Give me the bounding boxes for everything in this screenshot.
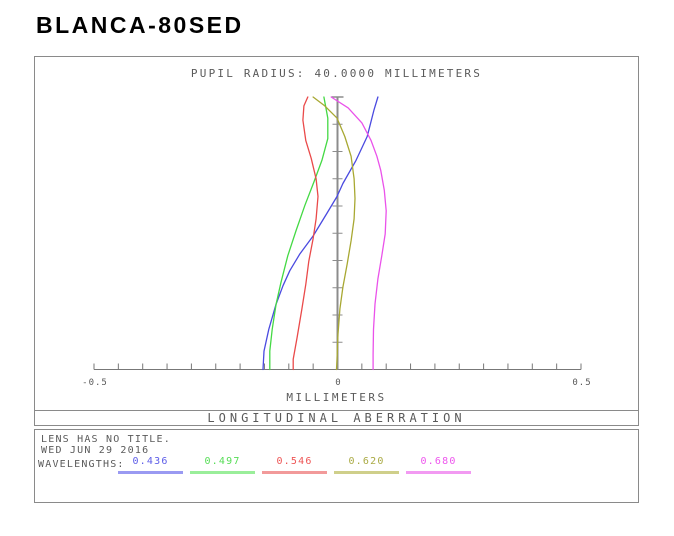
curve-0.497 — [269, 96, 329, 371]
legend-wavelength-value: 0.620 — [348, 456, 385, 467]
legend-wavelength-value: 0.546 — [276, 456, 313, 467]
legend-wavelength-value: 0.436 — [132, 456, 169, 467]
aberration-plot-frame: PUPIL RADIUS: 40.0000 MILLIMETERS -0.5 0 0… — [34, 56, 639, 411]
legend-color-bar — [334, 471, 399, 474]
x-tick-label: 0.5 — [572, 378, 592, 388]
legend-item: 0.680 — [406, 456, 471, 474]
curve-0.546 — [292, 96, 319, 371]
legend-item: 0.546 — [262, 456, 327, 474]
caption-text: LONGITUDINAL ABERRATION — [207, 411, 466, 425]
info-panel: LENS HAS NO TITLE. WED JUN 29 2016 WAVEL… — [34, 429, 639, 503]
x-tick-label: -0.5 — [82, 378, 108, 388]
curve-0.680 — [330, 96, 387, 371]
curve-0.436 — [262, 96, 379, 371]
wavelengths-label: WAVELENGTHS: — [38, 459, 125, 470]
x-tick-label: 0 — [335, 378, 342, 388]
legend-item: 0.620 — [334, 456, 399, 474]
page-title: BLANCA-80SED — [36, 12, 244, 38]
legend-color-bar — [262, 471, 327, 474]
legend-color-bar — [190, 471, 255, 474]
legend-item: 0.436 — [118, 456, 183, 474]
legend-wavelength-value: 0.680 — [420, 456, 457, 467]
date-line: WED JUN 29 2016 — [41, 445, 150, 456]
legend-color-bar — [118, 471, 183, 474]
curve-0.620 — [312, 96, 356, 371]
legend-item: 0.497 — [190, 456, 255, 474]
caption-band: LONGITUDINAL ABERRATION — [34, 410, 639, 426]
x-axis-title: MILLIMETERS — [286, 391, 387, 404]
aberration-chart — [93, 96, 582, 371]
pupil-radius-header: PUPIL RADIUS: 40.0000 MILLIMETERS — [190, 67, 483, 80]
wavelength-legend: 0.436 0.497 0.546 0.620 0.680 — [118, 456, 478, 474]
lens-title-line: LENS HAS NO TITLE. — [41, 434, 171, 445]
legend-wavelength-value: 0.497 — [204, 456, 241, 467]
legend-color-bar — [406, 471, 471, 474]
